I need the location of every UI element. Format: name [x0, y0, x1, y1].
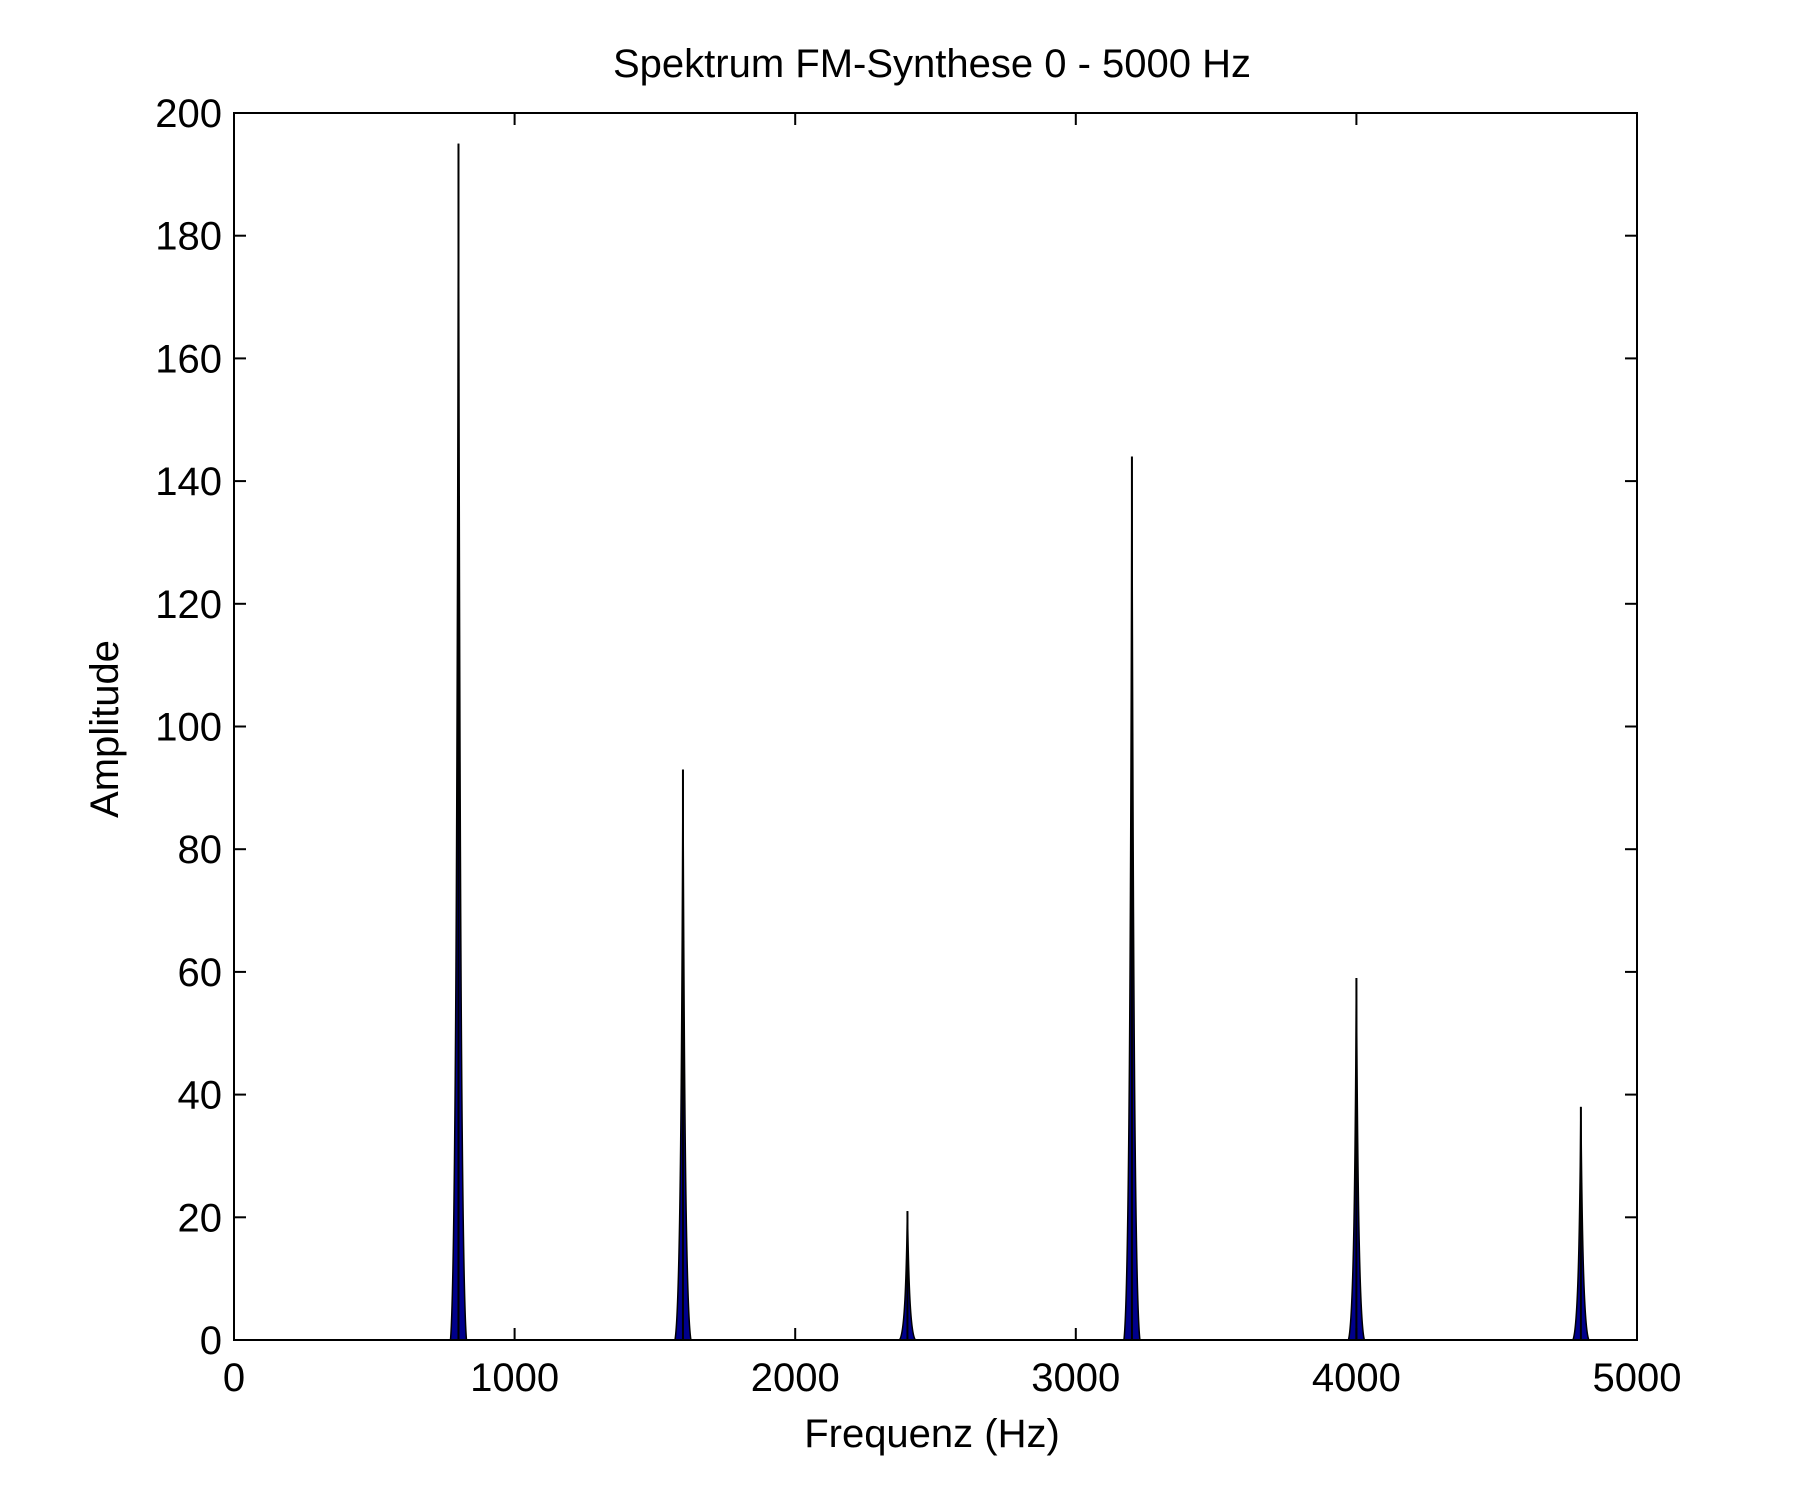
tick-labels: 0 1000 2000 3000 4000 5000 0 20 40 60 80 100 120 140 1… [155, 92, 1681, 1400]
chart-title: Spektrum FM-Synthese 0 - 5000 Hz [613, 42, 1251, 86]
y-tick-label-0: 0 [200, 1319, 222, 1363]
y-tick-label-8: 160 [155, 337, 222, 381]
y-tick-label-7: 140 [155, 460, 222, 504]
x-tick-label-2: 2000 [751, 1356, 840, 1400]
y-tick-label-4: 80 [178, 828, 223, 872]
x-tick-label-5: 5000 [1593, 1356, 1682, 1400]
y-tick-label-9: 180 [155, 215, 222, 259]
spectrum-peaks [234, 143, 1637, 1341]
x-tick-label-0: 0 [223, 1356, 245, 1400]
x-axis-label: Frequenz (Hz) [804, 1412, 1060, 1456]
x-tick-label-1: 1000 [470, 1356, 559, 1400]
y-tick-label-6: 120 [155, 583, 222, 627]
y-tick-label-3: 60 [178, 951, 223, 995]
plot-area-frame [233, 112, 1638, 1341]
x-tick-label-3: 3000 [1031, 1356, 1120, 1400]
y-tick-label-1: 20 [178, 1196, 223, 1240]
y-axis-label: Amplitude [83, 640, 127, 818]
y-tick-label-2: 40 [178, 1074, 223, 1118]
y-tick-label-5: 100 [155, 706, 222, 750]
y-tick-label-10: 200 [155, 92, 222, 136]
x-tick-label-4: 4000 [1312, 1356, 1401, 1400]
